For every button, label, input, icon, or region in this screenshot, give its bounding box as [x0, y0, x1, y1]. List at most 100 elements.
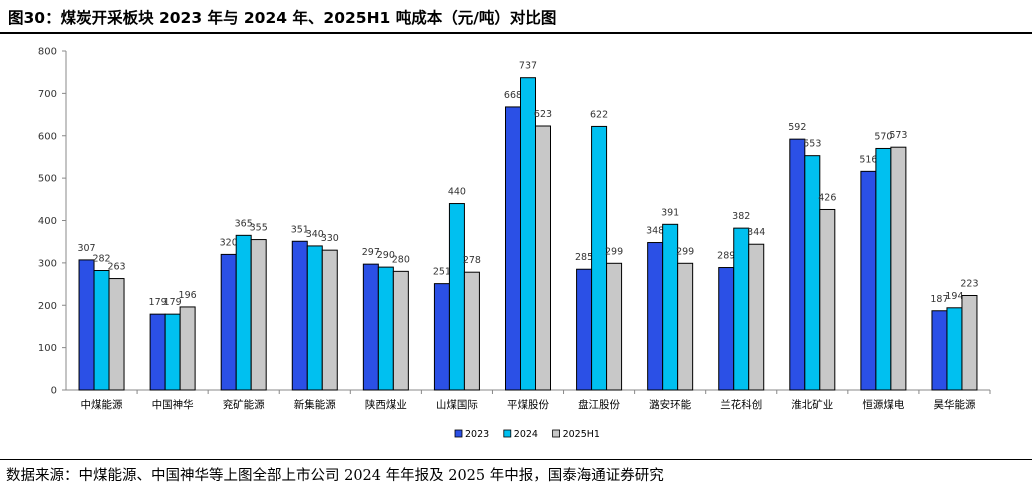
data-label: 391 — [661, 207, 679, 218]
y-tick-label: 0 — [51, 386, 57, 397]
bar-2024 — [93, 270, 110, 391]
data-label: 263 — [107, 262, 125, 273]
data-label: 355 — [250, 223, 268, 234]
y-tick-label: 800 — [38, 47, 57, 58]
x-category-label: 山煤国际 — [436, 398, 478, 411]
y-tick-label: 100 — [38, 343, 57, 354]
legend-swatch — [454, 429, 463, 438]
bar-2025h1 — [819, 208, 836, 391]
bar-2025h1 — [463, 271, 480, 391]
legend-label: 2023 — [465, 429, 489, 440]
data-label: 196 — [179, 290, 197, 301]
data-label: 194 — [945, 291, 963, 302]
data-source-note: 数据来源：中煤能源、中国神华等上图全部上市公司 2024 年年报及 2025 年… — [6, 468, 664, 484]
bar-2025h1 — [250, 239, 267, 391]
bar-2023 — [149, 313, 166, 391]
x-category-label: 恒源煤电 — [862, 398, 904, 411]
bar-2025h1 — [890, 146, 907, 391]
data-label: 668 — [504, 90, 522, 101]
data-label: 320 — [220, 237, 238, 248]
data-label: 179 — [164, 297, 182, 308]
data-label: 330 — [321, 233, 339, 244]
x-category-label: 盘江股份 — [578, 398, 620, 411]
data-label: 285 — [575, 252, 593, 263]
bar-2024 — [520, 77, 536, 391]
bar-2025h1 — [108, 278, 125, 391]
bar-2023 — [291, 240, 308, 391]
bar-2025h1 — [677, 262, 694, 391]
bar-2025h1 — [606, 262, 623, 391]
data-label: 278 — [463, 255, 481, 266]
data-label: 592 — [788, 122, 806, 133]
data-label: 382 — [732, 211, 750, 222]
bar-2023 — [789, 138, 806, 391]
data-label: 289 — [717, 251, 735, 262]
bar-2023 — [362, 263, 379, 391]
bar-2023 — [860, 170, 877, 391]
bar-2024 — [875, 147, 892, 391]
y-tick-label: 300 — [38, 258, 57, 269]
data-label: 573 — [889, 130, 907, 141]
data-label: 280 — [392, 254, 410, 265]
bar-2024 — [448, 203, 465, 391]
bar-2025h1 — [535, 125, 551, 391]
data-label: 307 — [77, 243, 95, 254]
y-tick-label: 700 — [38, 89, 57, 100]
legend-label: 2024 — [514, 429, 538, 440]
top-rule — [0, 32, 1032, 34]
data-label: 344 — [747, 227, 765, 238]
x-category-label: 陕西煤业 — [365, 398, 407, 411]
legend-swatch — [552, 429, 560, 438]
bar-2023 — [931, 310, 948, 391]
data-label: 299 — [676, 246, 694, 257]
bottom-rule — [0, 459, 1032, 460]
bar-2025h1 — [321, 249, 338, 391]
x-category-label: 淮北矿业 — [791, 398, 833, 411]
data-label: 290 — [377, 250, 395, 261]
bar-2023 — [576, 268, 593, 391]
y-tick-label: 500 — [38, 174, 57, 185]
data-label: 365 — [235, 218, 253, 229]
data-label: 297 — [362, 247, 380, 258]
bar-2023 — [433, 283, 450, 391]
bar-2024 — [377, 266, 394, 391]
bar-2024 — [306, 245, 323, 391]
data-label: 570 — [874, 131, 892, 142]
data-label: 348 — [646, 226, 664, 237]
chart-title: 图30：煤炭开采板块 2023 年与 2024 年、2025H1 吨成本（元/吨… — [8, 9, 557, 27]
legend-swatch — [503, 429, 512, 438]
data-label: 737 — [519, 61, 537, 72]
x-category-label: 新集能源 — [294, 398, 336, 411]
x-category-label: 兰花科创 — [720, 398, 762, 411]
bar-2025h1 — [748, 243, 765, 391]
data-label: 623 — [534, 109, 552, 120]
bar-2023 — [647, 242, 664, 391]
data-label: 282 — [92, 254, 110, 265]
bar-2025h1 — [179, 306, 196, 391]
bar-2024 — [804, 155, 821, 391]
bar-2024 — [591, 125, 608, 391]
x-category-label: 中国神华 — [152, 398, 194, 411]
bar-2024 — [733, 227, 750, 391]
data-label: 426 — [818, 192, 836, 203]
data-label: 516 — [859, 154, 877, 165]
x-category-label: 昊华能源 — [933, 398, 975, 411]
x-category-label: 平煤股份 — [507, 398, 549, 411]
legend-label: 2025H1 — [563, 429, 600, 440]
bar-2023 — [220, 253, 237, 391]
data-label: 223 — [960, 279, 978, 290]
bar-2024 — [946, 307, 963, 391]
y-tick-label: 200 — [38, 301, 57, 312]
data-label: 251 — [433, 267, 451, 278]
x-category-label: 潞安环能 — [649, 398, 691, 411]
y-tick-label: 400 — [38, 216, 57, 227]
data-label: 440 — [448, 187, 466, 198]
bar-2023 — [505, 106, 521, 391]
bar-2024 — [235, 234, 252, 391]
bar-2023 — [78, 259, 95, 391]
x-category-label: 兖矿能源 — [223, 398, 265, 411]
data-label: 187 — [930, 294, 948, 305]
bar-2025h1 — [392, 270, 409, 391]
data-label: 553 — [803, 139, 821, 150]
